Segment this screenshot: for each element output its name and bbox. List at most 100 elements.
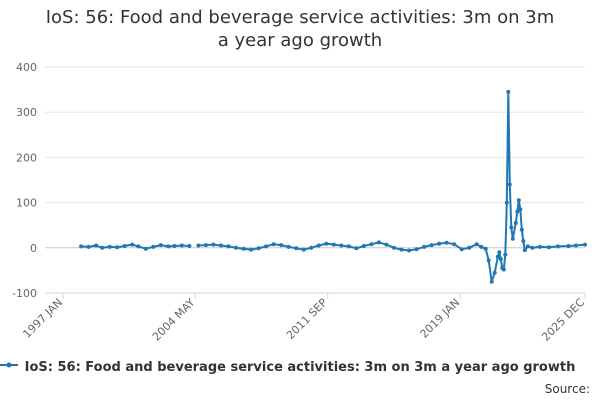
data-point [115, 245, 120, 250]
data-point [546, 245, 551, 250]
data-point [286, 244, 291, 249]
data-point [294, 246, 299, 251]
data-point [94, 243, 99, 248]
y-tick-label: 0 [30, 242, 37, 255]
data-point [515, 209, 520, 214]
data-point [361, 244, 366, 248]
data-point [264, 244, 269, 249]
data-point [136, 244, 141, 249]
data-point [489, 279, 494, 284]
data-point [503, 252, 508, 257]
data-point [509, 225, 514, 230]
data-point [369, 242, 374, 247]
data-point [354, 246, 359, 251]
data-point [492, 270, 497, 275]
data-point [279, 243, 284, 248]
data-point [86, 244, 91, 249]
data-point [392, 245, 396, 250]
data-point [107, 244, 112, 249]
data-point [309, 245, 314, 250]
data-point [566, 244, 571, 248]
y-tick-label: 300 [16, 106, 37, 119]
data-point [501, 267, 506, 272]
data-point [249, 247, 254, 252]
data-point [407, 248, 411, 253]
x-axis: 1997 JAN 2004 MAY 2011 SEP 2019 JAN 2025 DEC [20, 292, 587, 344]
x-tick-label: 2025 DEC [539, 296, 587, 344]
data-point [444, 240, 449, 245]
data-point [376, 240, 381, 245]
data-point [331, 242, 336, 247]
data-point [530, 245, 535, 250]
legend-swatch [0, 362, 18, 368]
data-point [339, 243, 344, 248]
data-point [507, 182, 512, 187]
data-point [346, 244, 351, 249]
data-point [483, 246, 488, 251]
data-point [583, 242, 587, 247]
chart-title: IoS: 56: Food and beverage service activ… [45, 7, 555, 51]
data-point [122, 244, 127, 248]
data-point [498, 257, 503, 262]
data-point [504, 200, 509, 205]
data-point [158, 243, 163, 248]
data-point [459, 247, 464, 252]
data-point [100, 245, 105, 250]
source-label[interactable]: Source: [544, 382, 590, 396]
x-tick-label: 2011 SEP [284, 296, 330, 342]
data-point [422, 244, 427, 249]
y-tick-label: 200 [16, 151, 37, 164]
data-point [467, 245, 472, 250]
data-point [506, 89, 511, 94]
data-point [537, 244, 542, 249]
data-point [166, 244, 171, 249]
data-point [497, 250, 502, 255]
legend-label: IoS: 56: Food and beverage service activ… [24, 360, 576, 375]
data-point [301, 247, 306, 252]
data-point [521, 239, 526, 243]
data-point [519, 227, 524, 232]
data-point [516, 198, 521, 203]
data-point [241, 246, 246, 251]
y-axis: -100 0 100 200 300 400 [12, 61, 37, 300]
data-point [510, 236, 515, 241]
x-tick-label: 2019 JAN [418, 296, 463, 341]
data-point [324, 241, 329, 246]
data-point [179, 243, 184, 248]
data-point [486, 258, 491, 263]
plot-area [79, 89, 587, 284]
data-point [79, 244, 84, 249]
y-tick-label: 100 [16, 197, 37, 210]
data-point [479, 244, 484, 249]
data-point [271, 242, 276, 247]
data-point [399, 247, 404, 252]
data-point [316, 243, 321, 248]
data-point [211, 242, 216, 247]
data-point [151, 244, 156, 249]
data-point [414, 247, 419, 252]
data-point [234, 245, 238, 250]
data-point [429, 243, 434, 248]
data-point [187, 244, 192, 248]
data-point [256, 246, 261, 251]
data-point [518, 207, 523, 212]
data-point [522, 248, 527, 253]
data-point [437, 241, 442, 246]
data-point [226, 244, 231, 249]
y-tick-label: -100 [12, 287, 37, 300]
data-point [525, 244, 530, 249]
data-point [495, 254, 500, 259]
y-tick-label: 400 [16, 61, 37, 74]
data-point [384, 242, 389, 247]
data-point [172, 244, 177, 248]
data-point [130, 242, 135, 247]
data-point [513, 220, 518, 225]
series-line [81, 243, 190, 250]
x-tick-label: 1997 JAN [20, 296, 65, 341]
data-point [452, 242, 457, 247]
legend[interactable]: IoS: 56: Food and beverage service activ… [0, 360, 600, 375]
series-line [198, 90, 586, 283]
data-point [474, 242, 479, 247]
